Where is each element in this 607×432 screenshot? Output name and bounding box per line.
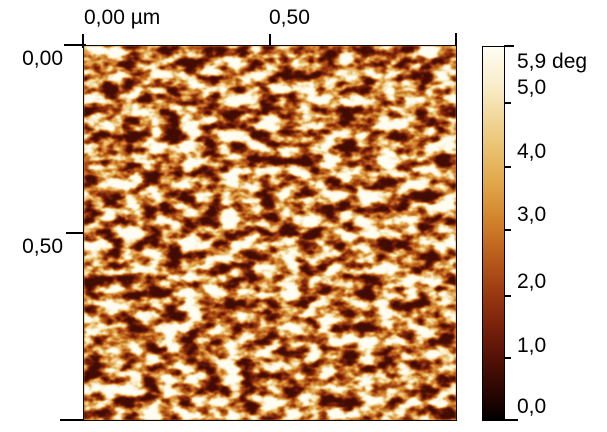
colorbar-tick-3 bbox=[505, 229, 511, 231]
y-axis-tick-label-1: 0,50 bbox=[22, 235, 63, 258]
colorbar-gradient bbox=[483, 47, 504, 420]
colorbar-label-3: 3,0 bbox=[517, 203, 547, 226]
x-axis-tick-label-0: 0,00 µm bbox=[84, 6, 161, 29]
x-axis-tick-label-1: 0,50 bbox=[269, 6, 310, 29]
colorbar-tick-2 bbox=[505, 295, 511, 297]
colorbar-label-min: 0,0 bbox=[517, 395, 547, 418]
colorbar-label-4: 4,0 bbox=[517, 140, 547, 163]
y-tick-mark-0 bbox=[64, 44, 86, 46]
colorbar-tick-1 bbox=[505, 357, 511, 359]
colorbar-tick-min bbox=[504, 419, 518, 421]
colorbar-label-2: 2,0 bbox=[517, 270, 547, 293]
x-tick-mark-corner bbox=[455, 33, 457, 48]
y-tick-mark-1 bbox=[66, 232, 86, 234]
x-tick-mark-0 bbox=[82, 34, 84, 48]
colorbar-label-1: 1,0 bbox=[517, 334, 547, 357]
colorbar-label-5: 5,0 bbox=[517, 76, 547, 99]
y-tick-mark-corner bbox=[60, 419, 86, 421]
y-axis-tick-label-0: 0,00 bbox=[22, 47, 63, 70]
colorbar bbox=[482, 46, 505, 421]
phase-texture-svg bbox=[84, 46, 456, 420]
colorbar-tick-max bbox=[504, 45, 514, 47]
colorbar-tick-5 bbox=[505, 102, 511, 104]
x-tick-mark-1 bbox=[269, 34, 271, 48]
afm-phase-image bbox=[83, 45, 457, 421]
colorbar-tick-4 bbox=[505, 166, 511, 168]
colorbar-label-max: 5,9 deg bbox=[517, 50, 588, 73]
